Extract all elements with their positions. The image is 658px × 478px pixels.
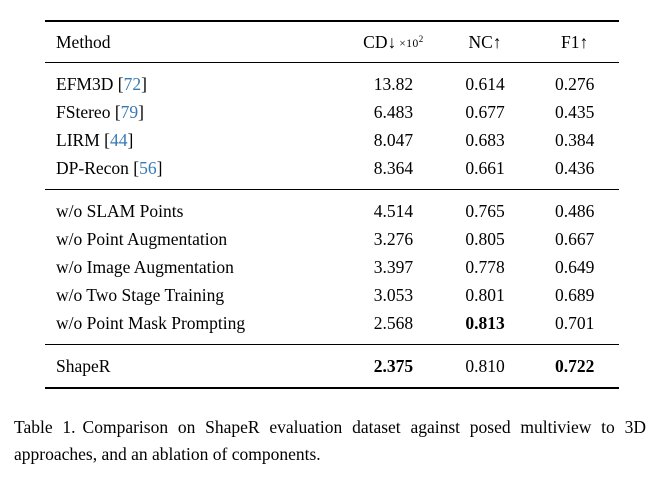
cd-value: 8.364 bbox=[373, 158, 414, 178]
citation-bracket-close: ] bbox=[156, 158, 163, 178]
cd-value: 8.047 bbox=[373, 130, 414, 150]
nc-value: 0.810 bbox=[465, 356, 505, 376]
method-cell: DP-Recon [56] bbox=[45, 154, 347, 190]
ablations-group: w/o SLAM Points 4.514 0.765 0.486 w/o Po… bbox=[45, 189, 619, 345]
col-header-method: Method bbox=[56, 32, 111, 52]
table-row: EFM3D [72] 13.82 0.614 0.276 bbox=[45, 63, 619, 99]
f1-value: 0.701 bbox=[554, 313, 595, 333]
caption-text: Comparison on ShapeR evaluation dataset … bbox=[14, 417, 646, 464]
f1-value: 0.667 bbox=[554, 229, 595, 249]
cd-scale-factor: ×102 bbox=[399, 34, 424, 51]
nc-value: 0.765 bbox=[465, 201, 505, 221]
nc-value: 0.614 bbox=[465, 74, 505, 94]
table-row: LIRM [44] 8.047 0.683 0.384 bbox=[45, 126, 619, 154]
citation-bracket-open: [ bbox=[110, 102, 121, 122]
caption-label: Table 1. bbox=[14, 417, 76, 437]
table-row: w/o Two Stage Training 3.053 0.801 0.689 bbox=[45, 281, 619, 309]
nc-value: 0.801 bbox=[465, 285, 505, 305]
method-cell: w/o Image Augmentation bbox=[56, 257, 234, 277]
citation-bracket-close: ] bbox=[127, 130, 134, 150]
citation-bracket-open: [ bbox=[128, 158, 140, 178]
citation-bracket-close: ] bbox=[138, 102, 144, 122]
method-name: LIRM bbox=[56, 130, 100, 150]
table-row: w/o Image Augmentation 3.397 0.778 0.649 bbox=[45, 253, 619, 281]
method-cell: w/o Two Stage Training bbox=[56, 285, 225, 305]
baselines-group: EFM3D [72] 13.82 0.614 0.276 FStereo [79… bbox=[45, 63, 619, 190]
table-header: Method CD↓ ×102 NC↑ F1↑ bbox=[45, 21, 619, 63]
results-table-wrapper: Method CD↓ ×102 NC↑ F1↑ EFM3D [72] 13.82 … bbox=[45, 20, 619, 389]
results-table: Method CD↓ ×102 NC↑ F1↑ EFM3D [72] 13.82 … bbox=[45, 20, 619, 389]
col-header-nc: NC↑ bbox=[468, 32, 502, 52]
cd-value: 3.053 bbox=[373, 285, 414, 305]
f1-value: 0.722 bbox=[554, 356, 595, 376]
cd-value: 13.82 bbox=[373, 74, 414, 94]
col-header-f1: F1↑ bbox=[561, 32, 589, 52]
citation-link[interactable]: 79 bbox=[120, 102, 139, 122]
f1-value: 0.649 bbox=[554, 257, 595, 277]
col-header-cd: CD↓ ×102 bbox=[347, 21, 440, 63]
table-row: w/o Point Augmentation 3.276 0.805 0.667 bbox=[45, 225, 619, 253]
table-row: ShapeR 2.375 0.810 0.722 bbox=[45, 345, 619, 389]
method-cell: w/o Point Augmentation bbox=[56, 229, 228, 249]
nc-value: 0.813 bbox=[465, 313, 505, 333]
cd-value: 2.375 bbox=[373, 356, 414, 376]
cd-value: 2.568 bbox=[373, 313, 414, 333]
header-row: Method CD↓ ×102 NC↑ F1↑ bbox=[45, 21, 619, 63]
cd-scale-base: ×10 bbox=[399, 38, 419, 51]
table-caption: Table 1. Comparison on ShapeR evaluation … bbox=[14, 414, 646, 468]
nc-value: 0.778 bbox=[465, 257, 505, 277]
table-row: DP-Recon [56] 8.364 0.661 0.436 bbox=[45, 154, 619, 190]
nc-value: 0.661 bbox=[465, 158, 505, 178]
f1-value: 0.436 bbox=[554, 158, 595, 178]
nc-value: 0.677 bbox=[465, 102, 505, 122]
cd-value: 3.397 bbox=[373, 257, 414, 277]
citation-link[interactable]: 56 bbox=[139, 158, 157, 178]
f1-value: 0.276 bbox=[554, 74, 595, 94]
table-row: FStereo [79] 6.483 0.677 0.435 bbox=[45, 98, 619, 126]
citation-bracket-open: [ bbox=[113, 74, 124, 94]
citation-bracket-open: [ bbox=[99, 130, 110, 150]
method-cell: ShapeR bbox=[56, 356, 111, 376]
method-name: EFM3D bbox=[56, 74, 114, 94]
table-row: w/o SLAM Points 4.514 0.765 0.486 bbox=[45, 190, 619, 226]
cd-label: CD↓ bbox=[363, 31, 397, 52]
cd-value: 6.483 bbox=[373, 102, 414, 122]
method-cell: w/o SLAM Points bbox=[56, 201, 184, 221]
method-cell: FStereo [79] bbox=[45, 98, 347, 126]
citation-link[interactable]: 44 bbox=[109, 130, 128, 150]
final-group: ShapeR 2.375 0.810 0.722 bbox=[45, 344, 619, 389]
citation-link[interactable]: 72 bbox=[123, 74, 142, 94]
citation-bracket-close: ] bbox=[141, 74, 147, 94]
cd-scale-exponent: 2 bbox=[418, 34, 424, 45]
f1-value: 0.435 bbox=[554, 102, 595, 122]
nc-value: 0.683 bbox=[465, 130, 505, 150]
f1-value: 0.384 bbox=[554, 130, 595, 150]
method-cell: LIRM [44] bbox=[45, 126, 347, 154]
f1-value: 0.689 bbox=[554, 285, 595, 305]
nc-value: 0.805 bbox=[465, 229, 505, 249]
f1-value: 0.486 bbox=[554, 201, 595, 221]
method-cell: w/o Point Mask Prompting bbox=[56, 313, 246, 333]
cd-value: 4.514 bbox=[373, 201, 414, 221]
method-cell: EFM3D [72] bbox=[45, 63, 347, 99]
method-name: DP-Recon bbox=[56, 158, 129, 178]
table-row: w/o Point Mask Prompting 2.568 0.813 0.7… bbox=[45, 309, 619, 345]
cd-value: 3.276 bbox=[373, 229, 414, 249]
method-name: FStereo bbox=[56, 102, 111, 122]
